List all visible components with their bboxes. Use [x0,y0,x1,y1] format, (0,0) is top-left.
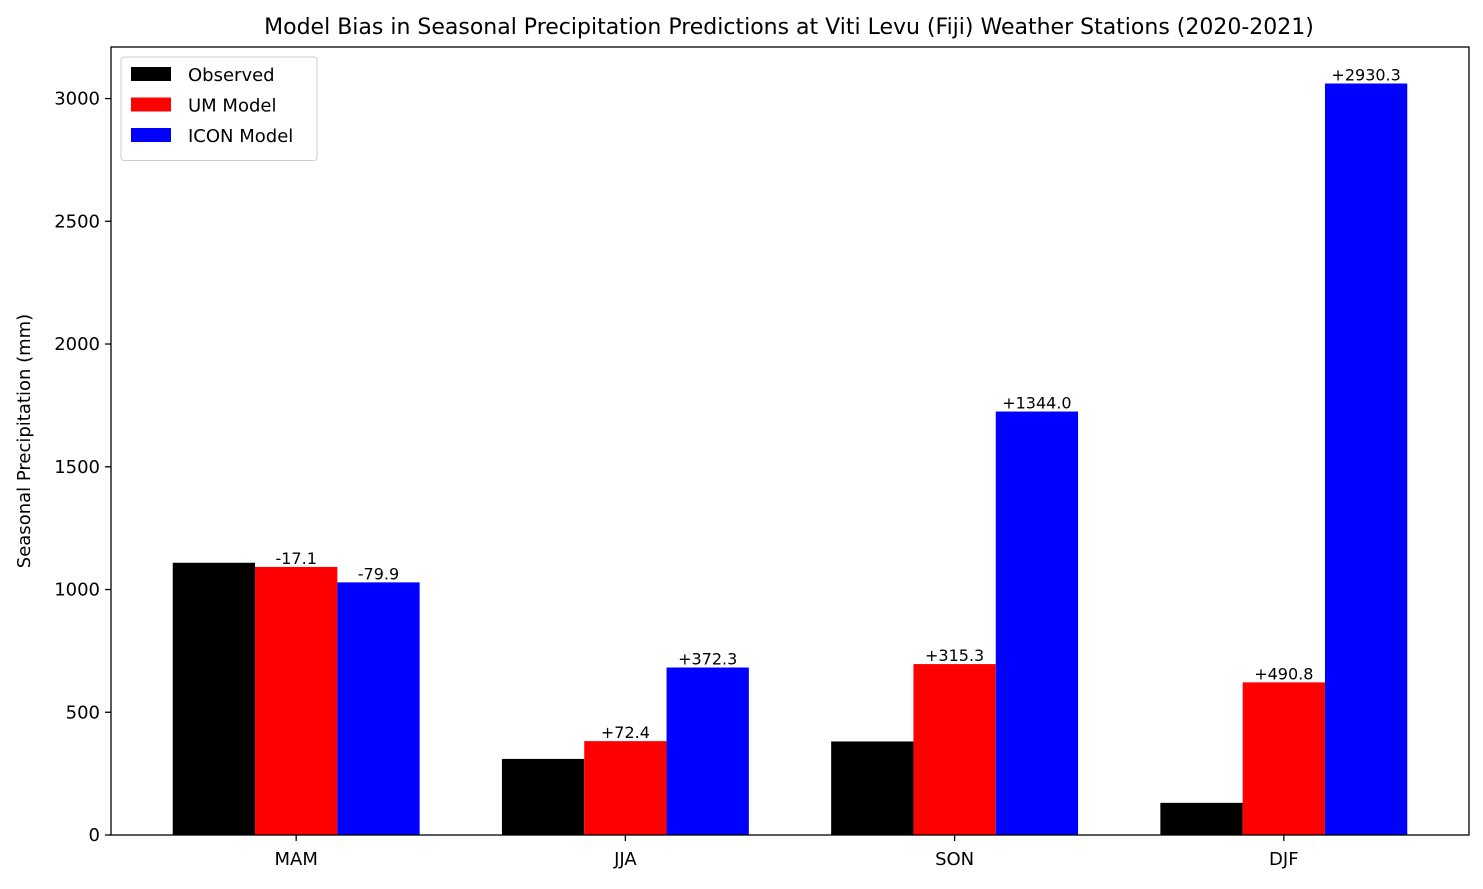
bar-2-son [913,664,996,835]
legend-swatch [131,67,171,81]
bar-3-jja [666,667,749,835]
bar-value-label: +372.3 [678,650,737,669]
y-tick-label: 3000 [54,89,100,110]
series-3: -79.9 +372.3 +1344.0 +2930.3 [337,66,1408,835]
bar-1-jja [501,758,585,835]
series-2: -17.1 +72.4 +315.3 +490.8 [255,549,1325,835]
bar-3-son [995,411,1079,835]
bar-3-djf [1324,83,1408,835]
legend-item: UM Model [131,96,276,117]
legend-label: ICON Model [188,126,293,147]
bar-2-mam [255,566,338,835]
series-1 [172,562,1243,835]
bar-1-mam [172,562,256,835]
y-tick-label: 1000 [54,580,100,601]
bar-1-djf [1160,802,1243,835]
chart-title: Model Bias in Seasonal Precipitation Pre… [264,15,1314,40]
plot-area: -17.1 +72.4 +315.3 +490.8 -79.9 +372.3 +1344.0… [54,46,1470,870]
y-tick-label: 2000 [54,334,100,355]
bar-3-mam [337,582,420,835]
legend-label: UM Model [188,96,276,117]
bar-value-label: +72.4 [601,723,650,742]
y-tick-label: 0 [89,825,100,846]
x-tick-label: SON [935,849,974,870]
y-tick-label: 1500 [54,457,100,478]
legend-item: ICON Model [131,126,293,147]
bar-2-djf [1242,682,1325,835]
legend-swatch [131,97,171,112]
legend: Observed UM Model ICON Model [120,56,318,161]
bar-value-label: +1344.0 [1002,394,1071,413]
bar-value-label: +2930.3 [1331,66,1400,85]
axes-frame [110,46,1470,836]
bar-2-jja [584,741,667,835]
y-axis-label: Seasonal Precipitation (mm) [14,314,35,568]
x-tick-label: MAM [274,849,317,870]
y-tick-label: 500 [66,702,100,723]
bar-value-label: +490.8 [1254,664,1313,683]
x-tick-label: DJF [1269,849,1299,870]
bar-value-label: -17.1 [275,549,316,568]
legend-swatch [131,128,171,142]
bar-value-label: +315.3 [925,646,984,665]
legend-item: Observed [131,65,275,86]
legend-label: Observed [188,65,275,86]
x-tick-label: JJA [613,849,637,870]
y-tick-label: 2500 [54,211,100,232]
bar-1-son [831,741,914,835]
bar-value-label: -79.9 [358,564,399,583]
